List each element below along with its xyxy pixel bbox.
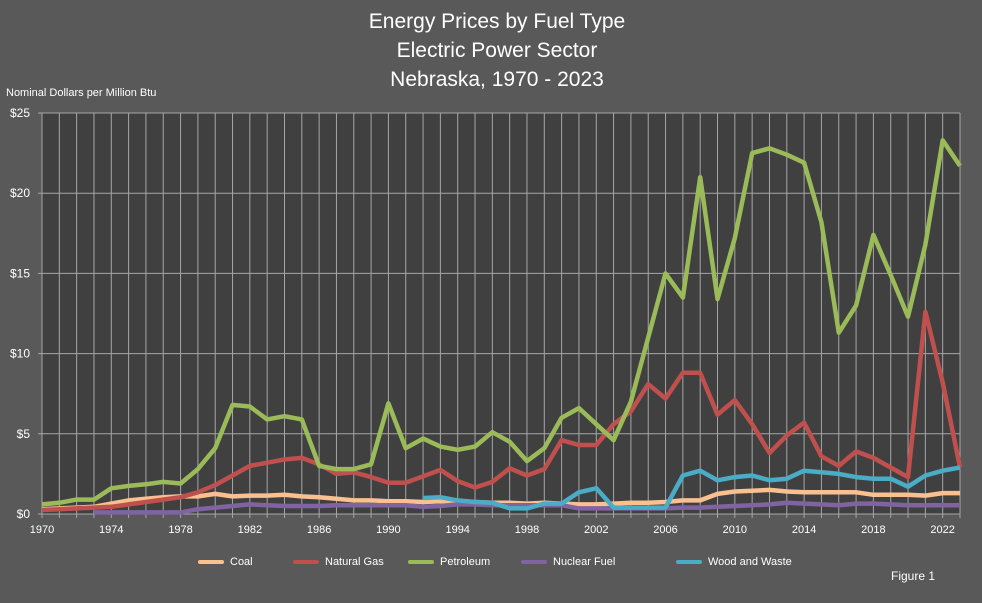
x-tick-label: 1994 <box>445 524 469 536</box>
x-tick-label: 1970 <box>30 524 54 536</box>
chart-title-line-1: Energy Prices by Fuel Type <box>368 10 626 33</box>
series-line-nuclear-fuel <box>94 500 960 515</box>
x-tick-label: 1990 <box>376 524 400 536</box>
series-line-natural-gas <box>41 309 963 513</box>
legend-label: Coal <box>230 556 253 568</box>
legend-item: Natural Gas <box>293 556 384 568</box>
legend-item: Wood and Waste <box>676 556 792 568</box>
x-tick-label: 2018 <box>861 524 885 536</box>
legend-swatch <box>408 560 434 564</box>
series-line-coal <box>41 487 960 512</box>
x-tick-label: 2014 <box>792 524 816 536</box>
y-axis-label: Nominal Dollars per Million Btu <box>6 87 157 99</box>
legend-label: Wood and Waste <box>708 556 792 568</box>
y-tick-label: $0 <box>17 507 31 521</box>
x-tick-label: 1978 <box>168 524 192 536</box>
legend-label: Nuclear Fuel <box>553 556 616 568</box>
x-tick-label: 1986 <box>307 524 331 536</box>
legend-swatch <box>198 560 224 564</box>
x-tick-label: 2006 <box>653 524 677 536</box>
x-tick-label: 1974 <box>99 524 123 536</box>
legend-swatch <box>293 560 319 564</box>
legend-item: Coal <box>198 556 253 568</box>
legend-item: Petroleum <box>408 556 490 568</box>
y-tick-label: $10 <box>10 347 30 361</box>
y-tick-label: $25 <box>10 106 30 120</box>
legend-swatch <box>676 560 702 564</box>
x-tick-label: 1998 <box>515 524 539 536</box>
y-tick-label: $15 <box>10 266 30 280</box>
legend-item: Nuclear Fuel <box>521 556 615 568</box>
legend-swatch <box>521 560 547 564</box>
y-tick-label: $5 <box>17 427 31 441</box>
series-line-petroleum <box>41 138 962 507</box>
x-tick-label: 2002 <box>584 524 608 536</box>
chart-title-line-2: Electric Power Sector <box>396 39 598 62</box>
x-tick-label: 1982 <box>238 524 262 536</box>
legend-label: Petroleum <box>440 556 491 568</box>
figure-label: Figure 1 <box>891 569 936 583</box>
y-tick-label: $20 <box>10 186 30 200</box>
series-line-wood-and-waste <box>422 465 961 511</box>
legend-label: Natural Gas <box>325 556 384 568</box>
legend: Coal Natural Gas Petroleum Nuclear Fuel Wood… <box>0 556 982 572</box>
x-tick-label: 2022 <box>930 524 954 536</box>
x-tick-label: 2010 <box>723 524 747 536</box>
chart-title-line-3: Nebraska, 1970 - 2023 <box>390 68 604 91</box>
